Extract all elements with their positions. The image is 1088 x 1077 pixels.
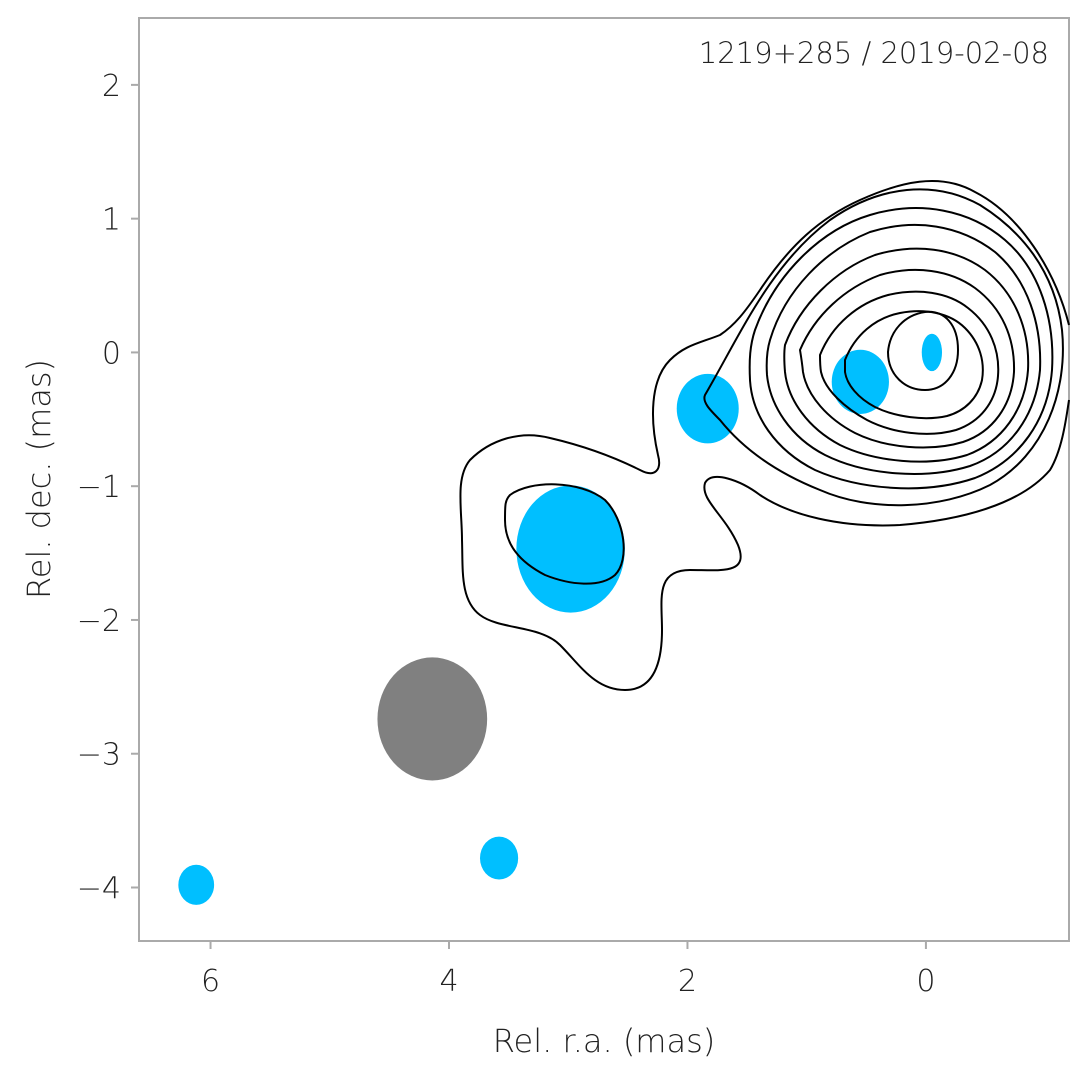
x-axis-label: Rel. r.a. (mas) — [493, 1022, 715, 1060]
y-tick-label: 2 — [102, 69, 121, 104]
contours-layer — [459, 180, 1070, 692]
y-tick-label: −4 — [77, 871, 121, 906]
x-tick-label: 4 — [439, 964, 458, 999]
y-tick-label: −1 — [77, 470, 121, 505]
component-5 — [480, 836, 519, 880]
x-tick-label: 0 — [916, 964, 935, 999]
plot-frame — [138, 17, 1070, 942]
contour-6 — [783, 247, 1030, 463]
contour-8 — [818, 290, 1000, 435]
contour-3 — [703, 188, 1064, 507]
component-1 — [921, 333, 943, 372]
component-3 — [676, 373, 739, 444]
contour-2 — [503, 483, 625, 585]
component-6 — [178, 864, 215, 905]
x-tick-label: 6 — [201, 964, 220, 999]
y-tick-label: −3 — [77, 738, 121, 773]
component-4 — [516, 485, 625, 613]
y-tick-label: 0 — [102, 336, 121, 371]
y-axis-ticks: 2 1 0 −1 −2 −3 −4 — [77, 69, 139, 906]
x-tick-label: 2 — [678, 964, 697, 999]
chart-title: 1219+285 / 2019-02-08 — [699, 36, 1049, 70]
contour-10 — [886, 310, 960, 392]
y-axis-label: Rel. dec. (mas) — [20, 359, 58, 599]
y-tick-label: 1 — [102, 203, 121, 238]
contour-9 — [844, 310, 984, 420]
components-layer — [178, 333, 943, 905]
component-2 — [831, 349, 889, 414]
contour-5 — [765, 223, 1042, 475]
x-axis-ticks: 6 4 2 0 — [201, 941, 935, 999]
beam-ellipse — [377, 657, 488, 781]
contour-7 — [798, 268, 1016, 449]
contour-1 — [459, 180, 1070, 692]
y-tick-label: −2 — [77, 604, 121, 639]
contour-4 — [748, 207, 1054, 490]
